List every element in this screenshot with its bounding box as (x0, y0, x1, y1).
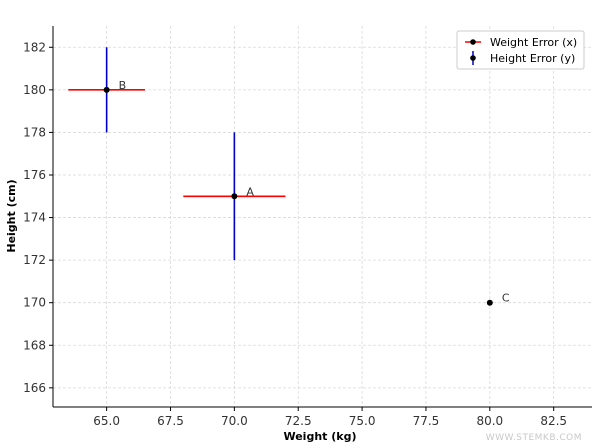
x-tick-label: 65.0 (93, 414, 120, 428)
data-point-c (486, 299, 493, 306)
y-axis-ticks: 166 168 170 172 174 176 178 180 182 (23, 40, 53, 395)
legend-item-y-error: Height Error (y) (470, 51, 575, 65)
grid-lines (53, 26, 592, 407)
legend: Weight Error (x) Height Error (y) (456, 30, 585, 70)
legend-box (456, 30, 585, 70)
legend-item-x-error: Weight Error (x) (465, 36, 577, 49)
legend-x-error-label: Weight Error (x) (490, 36, 577, 49)
watermark: WWW.STEMKB.COM (486, 433, 582, 443)
y-tick-label: 174 (23, 211, 46, 225)
y-axis-label: Height (cm) (5, 179, 18, 252)
data-point-b (103, 86, 110, 93)
x-tick-label: 75.0 (349, 414, 376, 428)
y-tick-label: 172 (23, 253, 46, 267)
point-label-a: A (246, 185, 254, 198)
x-tick-label: 72.5 (285, 414, 312, 428)
error-bars (68, 47, 286, 261)
x-tick-label: 77.5 (413, 414, 440, 428)
legend-x-error-marker-dot (470, 39, 476, 45)
y-tick-label: 176 (23, 168, 46, 182)
point-labels: A B C (119, 79, 510, 305)
y-tick-label: 180 (23, 83, 46, 97)
y-tick-label: 168 (23, 338, 46, 352)
point-label-c: C (502, 292, 510, 305)
axes (52, 26, 592, 408)
legend-y-error-marker-dot (470, 55, 476, 61)
y-tick-label: 166 (23, 381, 46, 395)
legend-y-error-label: Height Error (y) (490, 52, 575, 65)
point-label-b: B (119, 79, 127, 92)
y-tick-label: 182 (23, 40, 46, 54)
data-point-a (231, 193, 238, 200)
y-tick-label: 170 (23, 296, 46, 310)
x-axis-label: Weight (kg) (283, 430, 356, 443)
x-tick-label: 67.5 (157, 414, 184, 428)
x-tick-label: 80.0 (476, 414, 503, 428)
x-tick-label: 70.0 (221, 414, 248, 428)
y-tick-label: 178 (23, 125, 46, 139)
x-tick-label: 82.5 (540, 414, 567, 428)
data-points (103, 86, 493, 306)
x-axis-ticks: 65.0 67.5 70.0 72.5 75.0 77.5 80.0 82.5 (93, 407, 567, 428)
